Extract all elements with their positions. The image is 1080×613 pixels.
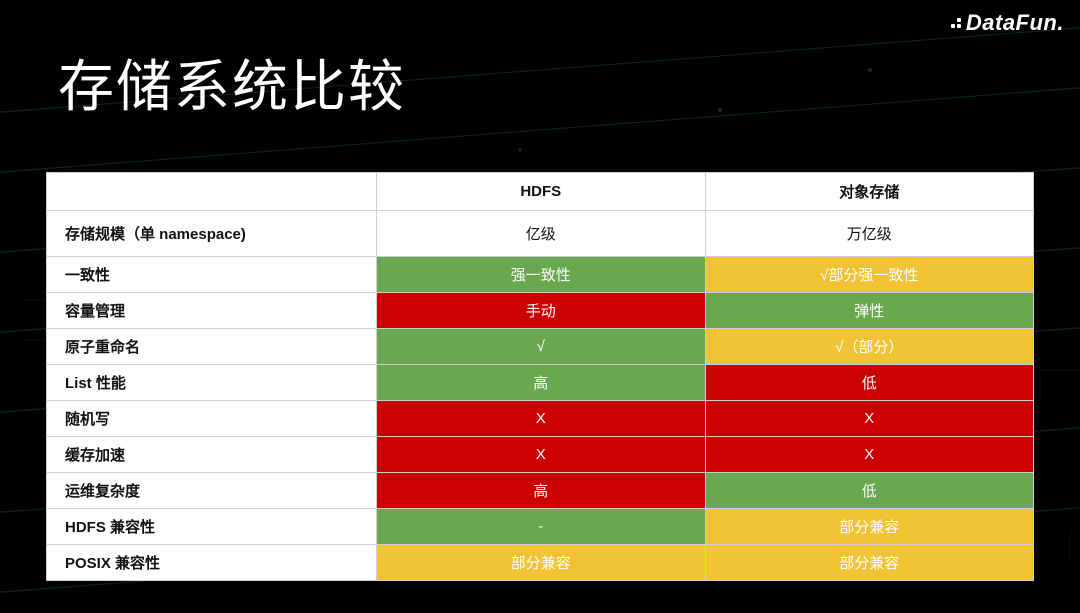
row-value: 亿级 [377, 211, 706, 257]
comparison-table: HDFS 对象存储 存储规模（单 namespace)亿级万亿级一致性强一致性√… [46, 172, 1034, 581]
table-row: HDFS 兼容性-部分兼容 [47, 509, 1034, 545]
row-label: 容量管理 [47, 293, 377, 329]
row-value: 高 [377, 365, 706, 401]
page-title: 存储系统比较 [58, 42, 406, 123]
row-value: 万亿级 [705, 211, 1034, 257]
row-value: X [705, 401, 1034, 437]
row-value: - [377, 509, 706, 545]
row-label: List 性能 [47, 365, 377, 401]
row-label: 一致性 [47, 257, 377, 293]
table-row: 原子重命名√√（部分） [47, 329, 1034, 365]
col-header-blank [47, 173, 377, 211]
row-value: 低 [705, 473, 1034, 509]
row-label: 随机写 [47, 401, 377, 437]
row-label: 缓存加速 [47, 437, 377, 473]
row-value: √ [377, 329, 706, 365]
row-value: X [377, 401, 706, 437]
row-label: 运维复杂度 [47, 473, 377, 509]
row-value: 低 [705, 365, 1034, 401]
table-row: List 性能高低 [47, 365, 1034, 401]
row-value: X [705, 437, 1034, 473]
table-row: 缓存加速XX [47, 437, 1034, 473]
col-header-obj: 对象存储 [705, 173, 1034, 211]
row-label: 存储规模（单 namespace) [47, 211, 377, 257]
table-row: 存储规模（单 namespace)亿级万亿级 [47, 211, 1034, 257]
row-value: 部分兼容 [705, 545, 1034, 581]
row-value: √部分强一致性 [705, 257, 1034, 293]
row-label: HDFS 兼容性 [47, 509, 377, 545]
col-header-hdfs: HDFS [377, 173, 706, 211]
row-label: POSIX 兼容性 [47, 545, 377, 581]
row-value: X [377, 437, 706, 473]
row-label: 原子重命名 [47, 329, 377, 365]
row-value: √（部分） [705, 329, 1034, 365]
row-value: 弹性 [705, 293, 1034, 329]
brand-text: DataFun. [966, 10, 1064, 36]
row-value: 部分兼容 [705, 509, 1034, 545]
table-row: 随机写XX [47, 401, 1034, 437]
row-value: 手动 [377, 293, 706, 329]
row-value: 高 [377, 473, 706, 509]
table-body: 存储规模（单 namespace)亿级万亿级一致性强一致性√部分强一致性容量管理… [47, 211, 1034, 581]
row-value: 部分兼容 [377, 545, 706, 581]
row-value: 强一致性 [377, 257, 706, 293]
table-row: 运维复杂度高低 [47, 473, 1034, 509]
table-row: 容量管理手动弹性 [47, 293, 1034, 329]
table-row: POSIX 兼容性部分兼容部分兼容 [47, 545, 1034, 581]
table-header-row: HDFS 对象存储 [47, 173, 1034, 211]
logo-dots-icon [951, 18, 961, 28]
brand-logo: DataFun. [951, 10, 1064, 36]
table-row: 一致性强一致性√部分强一致性 [47, 257, 1034, 293]
